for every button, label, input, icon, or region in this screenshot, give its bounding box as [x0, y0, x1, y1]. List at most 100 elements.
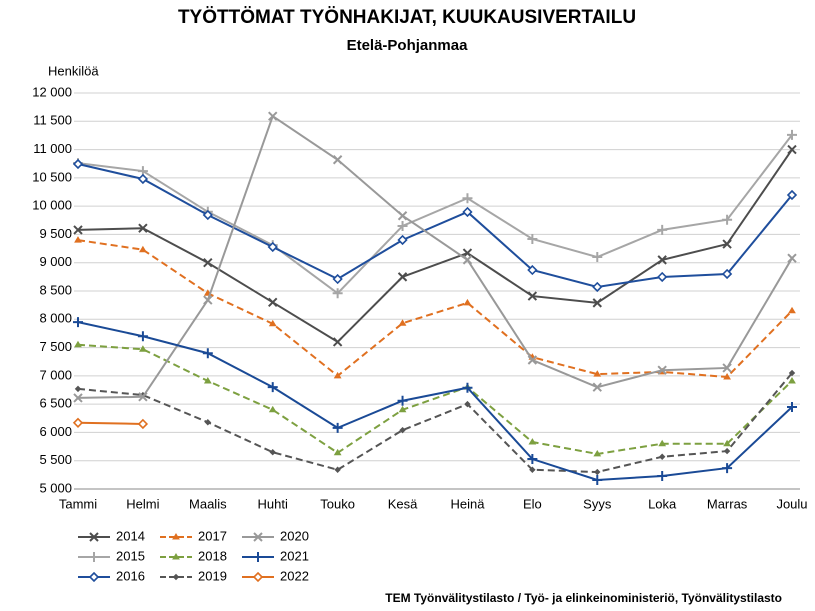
marker [527, 291, 538, 301]
marker [334, 466, 341, 473]
marker [332, 337, 343, 347]
legend-marker [253, 532, 263, 542]
x-tick-label: Syys [583, 496, 612, 511]
marker [658, 453, 666, 460]
marker [204, 419, 212, 426]
marker [268, 111, 278, 121]
marker [593, 370, 602, 377]
legend-marker [253, 552, 263, 562]
marker [268, 319, 277, 327]
legend-marker [172, 553, 180, 560]
marker [592, 281, 603, 293]
series-line [77, 149, 793, 344]
marker [786, 189, 798, 201]
marker [723, 373, 731, 380]
y-tick-label: 7 000 [39, 367, 72, 382]
marker [788, 369, 796, 377]
x-tick-label: Kesä [388, 496, 418, 511]
marker [332, 273, 343, 285]
marker [722, 214, 733, 225]
marker [722, 363, 732, 373]
series-line [77, 163, 793, 289]
marker [592, 474, 603, 485]
marker [333, 448, 342, 456]
marker [137, 331, 148, 342]
marker [74, 236, 82, 243]
marker [787, 144, 797, 155]
marker [138, 223, 148, 233]
x-tick-label: Marras [707, 496, 748, 511]
x-tick-label: Joulu [776, 496, 807, 511]
marker [332, 155, 343, 165]
legend-label: 2014 [116, 528, 145, 543]
marker [592, 382, 602, 392]
marker [397, 234, 408, 246]
x-tick-label: Touko [320, 496, 355, 511]
marker [527, 264, 538, 276]
x-tick-label: Loka [648, 496, 677, 511]
x-tick-label: Helmi [126, 496, 159, 511]
marker [73, 317, 83, 328]
marker [203, 258, 213, 268]
marker [594, 468, 601, 476]
chart-title: TYÖTTÖMAT TYÖNHAKIJAT, KUUKAUSIVERTAILU [178, 7, 636, 28]
marker [787, 129, 797, 140]
marker [658, 439, 667, 447]
marker [462, 248, 473, 258]
legend-label: 2022 [280, 568, 309, 583]
marker [657, 365, 667, 375]
marker [592, 252, 603, 263]
marker [527, 355, 538, 365]
marker [592, 298, 602, 308]
marker [74, 385, 82, 393]
marker [398, 319, 407, 326]
marker [269, 449, 276, 456]
marker [788, 376, 796, 384]
marker [593, 449, 602, 457]
marker [137, 173, 149, 185]
y-tick-label: 7 500 [39, 339, 72, 354]
legend-label: 2016 [116, 568, 145, 583]
marker [397, 395, 408, 406]
marker [788, 306, 796, 314]
marker [138, 392, 148, 402]
marker [268, 405, 277, 413]
legend-label: 2021 [280, 548, 309, 563]
x-tick-label: Elo [523, 496, 542, 511]
marker [529, 466, 536, 473]
legend-label: 2018 [198, 548, 227, 563]
x-tick-label: Tammi [59, 496, 97, 511]
marker [74, 340, 82, 348]
source: TEM Työnvälitystilasto / Työ- ja elinkei… [385, 591, 782, 605]
legend-marker [252, 571, 264, 583]
marker [399, 426, 406, 434]
marker [464, 400, 471, 408]
y-tick-label: 5 000 [39, 480, 72, 495]
marker [528, 438, 537, 445]
y-tick-label: 11 500 [33, 113, 72, 128]
chart-subtitle: Etelä-Pohjanmaa [347, 37, 469, 54]
marker [333, 371, 342, 379]
marker [721, 268, 733, 280]
marker [527, 454, 538, 465]
legend-label: 2019 [198, 568, 227, 583]
series-line [77, 114, 793, 399]
y-tick-label: 6 500 [39, 396, 72, 411]
series-line [77, 321, 793, 481]
marker [397, 220, 408, 231]
marker [332, 422, 343, 433]
y-tick-label: 8 500 [39, 282, 72, 297]
y-axis-label: Henkilöä [48, 63, 99, 78]
legend-marker [172, 573, 180, 581]
y-tick-label: 10 000 [32, 198, 72, 213]
y-tick-label: 5 500 [39, 452, 72, 467]
y-tick-label: 9 000 [39, 254, 72, 269]
marker [203, 376, 212, 384]
marker [722, 463, 733, 474]
marker [657, 224, 668, 235]
marker [722, 239, 732, 249]
x-tick-label: Maalis [189, 496, 227, 511]
y-tick-label: 10 500 [32, 169, 72, 184]
marker [723, 439, 731, 447]
